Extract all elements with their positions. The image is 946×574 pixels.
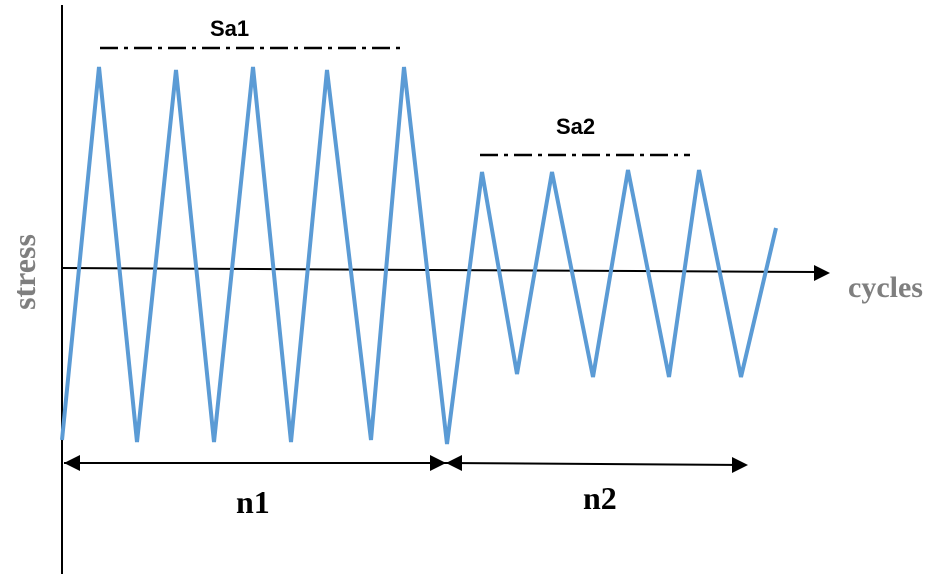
y-axis-label: stress	[6, 234, 42, 310]
x-axis	[61, 267, 819, 273]
sa2-label: Sa2	[556, 114, 595, 139]
n2-arrow-left	[446, 455, 462, 471]
x-axis-label: cycles	[848, 271, 923, 304]
n1-arrow-right	[430, 455, 446, 471]
n1-arrow-left	[64, 455, 80, 471]
n2-arrow-right	[732, 457, 748, 473]
sa1-label: Sa1	[210, 16, 249, 41]
n2-label: n2	[583, 480, 617, 516]
n1-label: n1	[236, 484, 270, 520]
x-axis-arrowhead	[814, 265, 830, 281]
n2-span-arrow	[445, 462, 747, 466]
stress-waveform	[60, 66, 778, 445]
